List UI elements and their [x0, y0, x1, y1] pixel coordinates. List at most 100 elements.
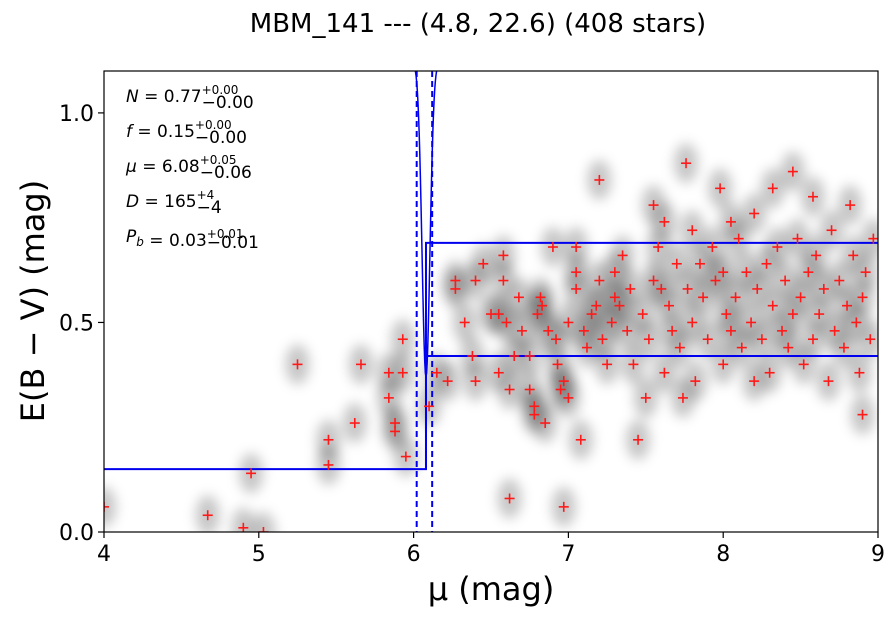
star-point — [640, 392, 651, 403]
star-point — [780, 275, 791, 286]
star-point — [470, 275, 481, 286]
star-point — [504, 384, 515, 395]
star-point — [733, 233, 744, 244]
star-point — [552, 359, 563, 370]
star-point — [594, 174, 605, 185]
x-tick-label: 4 — [97, 542, 111, 567]
star-point — [787, 309, 798, 320]
star-point — [516, 325, 527, 336]
star-point — [698, 292, 709, 303]
star-point — [787, 166, 798, 177]
fit-annotation-lower: −0.06 — [200, 163, 252, 183]
star-point — [524, 384, 535, 395]
star-point — [792, 233, 803, 244]
star-point — [258, 527, 269, 532]
star-point — [532, 309, 543, 320]
star-point — [845, 200, 856, 211]
model-layer — [104, 71, 878, 532]
star-point — [563, 392, 574, 403]
star-point — [431, 367, 442, 378]
fit-annotation: N = 0.77+0.00 — [126, 83, 238, 107]
star-point — [470, 376, 481, 387]
star-point — [390, 418, 401, 429]
star-point — [653, 242, 664, 253]
star-point — [323, 434, 334, 445]
star-point — [555, 384, 566, 395]
star-point — [811, 250, 822, 261]
y-tick-label: 0.0 — [59, 521, 94, 546]
star-point — [537, 300, 548, 311]
star-point — [498, 250, 509, 261]
star-point — [637, 309, 648, 320]
star-point — [681, 158, 692, 169]
star-point — [860, 267, 871, 278]
star-point — [807, 191, 818, 202]
star-point — [826, 225, 837, 236]
star-point — [725, 325, 736, 336]
star-point — [424, 401, 435, 412]
points-layer — [104, 158, 878, 532]
star-point — [865, 334, 876, 345]
y-axis: 0.0 0.5 1.0 — [59, 102, 104, 546]
plot-frame — [103, 70, 879, 533]
star-point — [442, 376, 453, 387]
star-point — [578, 325, 589, 336]
star-point — [671, 258, 682, 269]
y-tick-label: 0.5 — [59, 311, 94, 336]
x-tick-label: 9 — [871, 542, 885, 567]
star-point — [397, 367, 408, 378]
star-point — [854, 367, 865, 378]
star-point — [571, 242, 582, 253]
star-point — [594, 275, 605, 286]
star-point — [687, 317, 698, 328]
star-point — [851, 317, 862, 328]
star-point — [529, 401, 540, 412]
star-point — [450, 275, 461, 286]
star-point — [617, 250, 628, 261]
star-point — [783, 342, 794, 353]
x-axis: 4 5 6 7 8 9 — [97, 532, 885, 567]
star-point — [807, 334, 818, 345]
fit-annotation: f = 0.15+0.00 — [126, 118, 232, 142]
star-point — [609, 292, 620, 303]
star-point — [238, 522, 249, 532]
star-point — [656, 283, 667, 294]
fit-annotation-lower: −0.01 — [207, 233, 259, 253]
star-point — [718, 359, 729, 370]
star-point — [467, 350, 478, 361]
star-point — [633, 434, 644, 445]
fit-annotation: μ = 6.08+0.05 — [125, 153, 237, 177]
star-point — [529, 409, 540, 420]
x-tick-label: 5 — [252, 542, 266, 567]
star-point — [571, 267, 582, 278]
star-point — [803, 267, 814, 278]
star-point — [767, 300, 778, 311]
fit-annotation-lower: −0.00 — [195, 128, 247, 148]
star-point — [563, 317, 574, 328]
star-point — [694, 258, 705, 269]
star-point — [868, 233, 878, 244]
star-point — [761, 258, 772, 269]
star-point — [292, 359, 303, 370]
star-point — [659, 367, 670, 378]
star-point — [104, 501, 109, 512]
star-point — [725, 216, 736, 227]
star-point — [752, 283, 763, 294]
density-blob — [231, 507, 256, 532]
star-point — [540, 418, 551, 429]
star-point — [501, 317, 512, 328]
star-point — [400, 451, 411, 462]
star-point — [478, 258, 489, 269]
star-point — [690, 376, 701, 387]
star-point — [513, 292, 524, 303]
star-point — [777, 325, 788, 336]
star-point — [718, 267, 729, 278]
x-tick-label: 7 — [561, 542, 575, 567]
star-point — [383, 392, 394, 403]
fit-annotation-lower: −4 — [197, 198, 222, 218]
density-blob — [251, 512, 276, 532]
star-point — [609, 267, 620, 278]
star-point — [625, 283, 636, 294]
star-point — [674, 342, 685, 353]
